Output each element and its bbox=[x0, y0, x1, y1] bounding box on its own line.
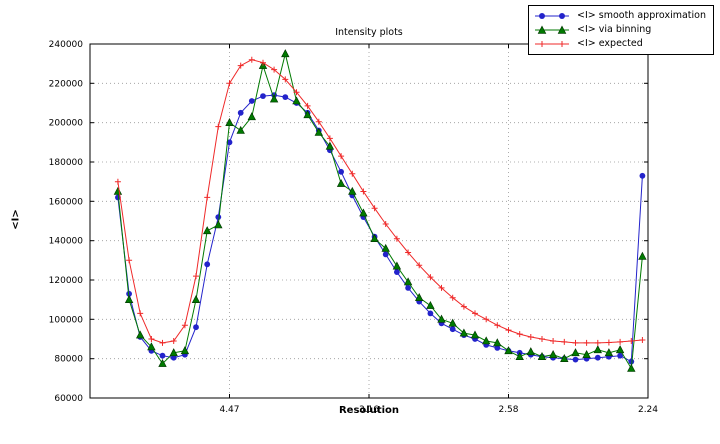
svg-text:140000: 140000 bbox=[49, 237, 84, 247]
legend-marker-plus-icon bbox=[535, 40, 570, 47]
legend-marker-circle-icon bbox=[535, 12, 570, 19]
svg-text:200000: 200000 bbox=[49, 119, 84, 129]
plot-title: Intensity plots bbox=[335, 27, 403, 38]
svg-text:60000: 60000 bbox=[54, 394, 83, 404]
svg-text:2.24: 2.24 bbox=[638, 405, 658, 415]
svg-text:3.16: 3.16 bbox=[359, 405, 379, 415]
series-smooth-approximation bbox=[115, 92, 646, 365]
x-axis-label: Resolution bbox=[338, 405, 400, 416]
svg-text:240000: 240000 bbox=[49, 40, 84, 50]
svg-text:100000: 100000 bbox=[49, 315, 84, 325]
legend-marker-triangle-icon bbox=[535, 25, 570, 34]
legend-label: <I> smooth approximation bbox=[577, 10, 706, 21]
svg-text:180000: 180000 bbox=[49, 158, 84, 168]
legend-item-via-binning: <I> via binning bbox=[533, 23, 706, 36]
legend-label: <I> expected bbox=[577, 38, 643, 49]
y-tick-labels: 60000 80000 100000 120000 140000 160000 180000… bbox=[49, 40, 84, 404]
svg-text:160000: 160000 bbox=[49, 197, 84, 207]
series-via-binning bbox=[113, 49, 647, 372]
svg-text:80000: 80000 bbox=[54, 355, 83, 365]
legend-item-expected: <I> expected bbox=[533, 37, 706, 50]
svg-text:220000: 220000 bbox=[49, 79, 84, 89]
svg-text:120000: 120000 bbox=[49, 276, 84, 286]
legend: <I> smooth approximation <I> via binning… bbox=[528, 5, 714, 55]
x-tick-labels: 4.47 3.16 2.58 2.24 bbox=[219, 405, 658, 415]
series-expected bbox=[114, 56, 646, 346]
legend-label: <I> via binning bbox=[577, 24, 652, 35]
svg-text:2.58: 2.58 bbox=[498, 405, 518, 415]
legend-item-smooth-approximation: <I> smooth approximation bbox=[533, 9, 706, 22]
svg-text:4.47: 4.47 bbox=[219, 405, 239, 415]
